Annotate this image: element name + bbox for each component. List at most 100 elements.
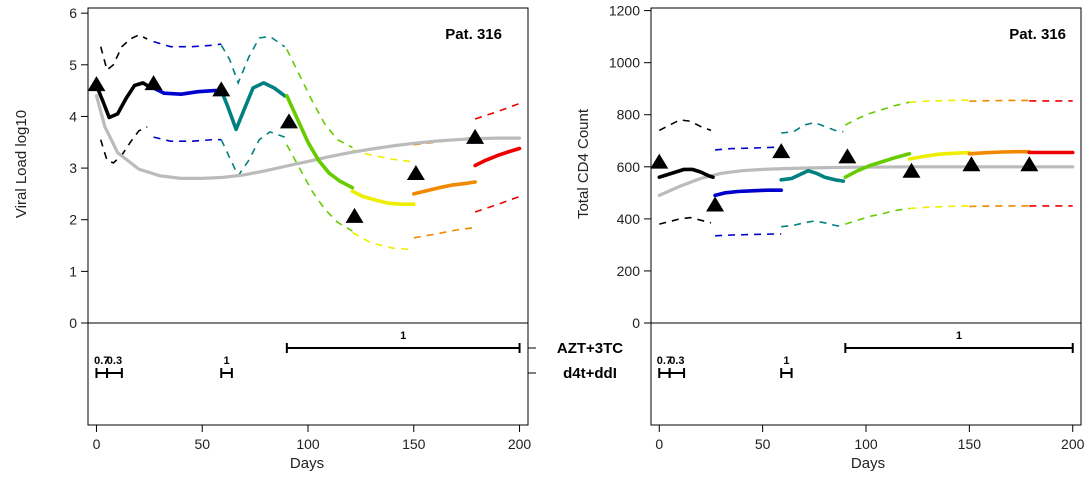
viral-load-y-tick-label: 0 [69,315,77,331]
viral-load-y-tick-label: 1 [69,263,77,279]
viral-load-band-lower [220,131,285,178]
cd4-x-tick-label: 50 [755,436,771,452]
cd4-observation-point [962,156,981,172]
cd4-plot-frame [650,7,1082,426]
viral-load-regimen-dose-label: 0.7 [94,355,109,367]
cd4-x-tick-label: 100 [854,436,878,452]
viral-load-fitted-curve [473,146,522,168]
viral-load-x-axis-label: Days [290,455,324,472]
cd4-y-tick-label: 1200 [609,3,640,19]
cd4-fitted-curve [713,188,783,198]
cd4-y-tick-label: 200 [617,263,641,279]
viral-load-observation-point [144,75,163,91]
cd4-y-tick-label: 800 [617,107,641,123]
viral-load-fitted-curve [285,94,355,190]
viral-load-observation-point [212,81,231,97]
cd4-fitted-curve [967,149,1032,156]
cd4-band-upper [658,119,712,132]
viral-load-fitted-curve [412,180,477,196]
cd4-regimen-dose-label: 1 [956,330,962,342]
viral-load-panel: Pat. 316 Viral Load log10 Days 0 1 2 3 4 5 6 0… [13,5,531,472]
viral-load-y-tick-label: 2 [69,212,77,228]
viral-load-x-tick-label: 150 [402,436,426,452]
viral-load-regimen-dose-label: 1 [223,355,229,367]
cd4-mean-curve [657,165,1075,197]
viral-load-band-upper [220,35,286,86]
cd4-band-upper [844,101,910,126]
cd4-band-upper [781,121,844,134]
viral-load-band-lower [286,144,353,232]
viral-load-curves [94,81,522,206]
cd4-band-upper [969,99,1030,102]
cd4-band-lower [715,233,782,237]
viral-load-y-axis-label: Viral Load log10 [13,110,30,218]
drug-labels: AZT+3TC d4t+ddI [528,340,623,382]
viral-load-mean-curve [94,94,522,180]
viral-load-fitted-curve [151,86,224,96]
viral-load-treatment-bars: 0.70.3 1 1 [94,330,521,378]
viral-load-y-tick-label: 4 [69,108,77,124]
cd4-y-tick-label: 600 [617,159,641,175]
drug-label-d4t-ddi: d4t+ddI [563,365,617,382]
cd4-observation-point [902,162,921,178]
cd4-regimen-dose-label: 1 [783,355,789,367]
cd4-observation-point [1020,156,1039,172]
cd4-observations [650,143,1039,212]
viral-load-band-lower [413,226,476,239]
cd4-fitted-curve [907,150,972,161]
viral-load-observation-point [279,113,298,129]
viral-load-fitted-curve [350,189,416,206]
cd4-y-ticks: 0 200 400 600 800 1000 1200 [609,3,651,331]
viral-load-x-tick-label: 50 [194,436,210,452]
cd4-band-lower [909,205,970,210]
cd4-observation-point [838,148,857,164]
viral-load-plot-frame [87,7,529,426]
viral-load-band-upper [153,40,222,48]
cd4-observation-point [650,153,669,169]
cd4-fitted-curve [843,152,912,179]
viral-load-band-lower [474,195,520,213]
cd4-x-ticks: 0 50 100 150 200 [655,425,1085,452]
viral-load-fitted-curve [94,81,154,120]
viral-load-band-lower [352,231,414,251]
viral-load-x-tick-label: 100 [296,436,320,452]
viral-load-y-tick-label: 3 [69,160,77,176]
viral-load-regimen-dose-label: 1 [400,330,406,342]
viral-load-observation-point [466,128,485,144]
cd4-y-tick-label: 1000 [609,55,640,71]
viral-load-panel-title: Pat. 316 [445,26,502,43]
viral-load-x-ticks: 0 50 100 150 200 [93,425,531,452]
viral-load-band-upper [286,48,353,149]
cd4-y-axis-label: Total CD4 Count [575,108,592,219]
cd4-band-lower [781,220,844,228]
cd4-y-tick-label: 0 [632,315,640,331]
viral-load-observation-point [87,76,106,92]
cd4-fitted-curve [779,168,846,183]
viral-load-observation-point [345,207,364,223]
viral-load-y-tick-label: 5 [69,57,77,73]
cd4-treatment-bars: 0.70.3 1 1 [657,330,1074,378]
cd4-band-upper [909,99,970,103]
cd4-fitted-curve [657,167,715,179]
cd4-observation-point [706,196,725,212]
viral-load-band-upper [99,34,148,72]
cd4-band-lower [659,216,712,225]
cd4-x-tick-label: 150 [958,436,982,452]
cd4-regimen-dose-label: 0.7 [657,355,672,367]
cd4-curves [657,149,1075,198]
cd4-observation-point [772,143,791,159]
drug-label-azt-3tc: AZT+3TC [557,340,623,357]
viral-load-y-tick-label: 6 [69,5,77,21]
viral-load-band-upper [474,102,520,120]
cd4-regimen-dose-label: 0.3 [669,355,684,367]
viral-load-observations [87,75,485,223]
viral-load-confidence-bands [99,34,520,251]
cd4-confidence-bands [658,99,1073,237]
viral-load-regimen-dose-label: 0.3 [107,355,122,367]
cd4-x-axis-label: Days [851,455,885,472]
viral-load-x-tick-label: 0 [93,436,101,452]
cd4-panel: Pat. 316 Total CD4 Count Days 0 200 400 600… [575,3,1085,472]
viral-load-fitted-curve [219,81,287,132]
cd4-panel-title: Pat. 316 [1009,26,1066,43]
